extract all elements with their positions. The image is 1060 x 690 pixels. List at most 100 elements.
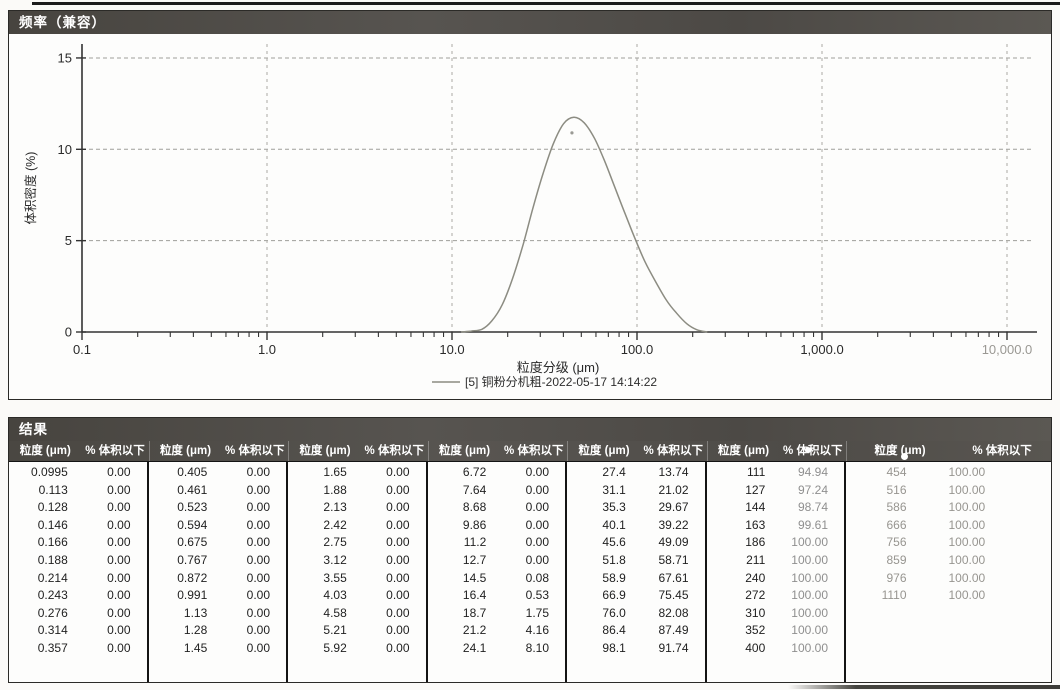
size-value: 0.461	[177, 482, 208, 497]
scan-artifact-bottom-line	[788, 685, 1060, 689]
size-value: 0.166	[37, 535, 68, 550]
table-column-group: 454 100.00 516 100.00 586 100.00 666 100.00 756 1…	[846, 462, 1051, 682]
pct-under-value: 0.00	[107, 570, 131, 585]
pct-under-value: 0.00	[107, 517, 131, 532]
table-row: 0.243 0.00	[9, 587, 147, 605]
pct-under-value: 29.67	[658, 500, 689, 515]
table-row: 21.2 4.16	[428, 622, 566, 640]
pct-under-value: 4.16	[525, 623, 549, 638]
pct-under-value: 0.00	[525, 517, 549, 532]
size-value: 14.5	[462, 570, 487, 585]
table-row: 51.8 58.71	[567, 552, 705, 570]
table-row: 1.45 0.00	[149, 640, 287, 658]
size-value: 31.1	[602, 482, 626, 497]
table-row: 3.55 0.00	[288, 570, 426, 588]
x-tick-label: 10,000.0	[982, 342, 1033, 357]
col-header-size: 粒度 (μm)	[717, 445, 770, 457]
pct-under-value: 0.00	[386, 640, 410, 655]
pct-under-value: 0.53	[525, 588, 549, 603]
table-column-group: 0.0995 0.00 0.113 0.00 0.128 0.00 0.146 0.00 0.1…	[9, 462, 149, 682]
size-value: 666	[886, 517, 907, 532]
size-value: 0.767	[177, 552, 208, 567]
pct-under-value: 99.61	[797, 517, 828, 532]
pct-under-value: 100.00	[948, 535, 986, 550]
pct-under-value: 0.00	[386, 570, 410, 585]
pct-under-value: 0.00	[246, 588, 270, 603]
pct-under-value: 100.00	[948, 500, 986, 515]
size-value: 0.128	[37, 500, 68, 515]
table-row: 111 94.94	[707, 464, 845, 482]
pct-under-value: 0.00	[246, 623, 270, 638]
table-row: 0.675 0.00	[149, 534, 287, 552]
pct-under-value: 0.00	[107, 482, 131, 497]
col-header-size: 粒度 (μm)	[438, 445, 491, 457]
size-value: 1.45	[183, 640, 208, 655]
table-row: 0.0995 0.00	[9, 464, 147, 482]
pct-under-value: 82.08	[658, 605, 689, 620]
size-value: 144	[745, 500, 766, 515]
size-value: 0.188	[37, 552, 68, 567]
table-row: 859 100.00	[846, 552, 1051, 570]
pct-under-value: 94.94	[797, 465, 828, 479]
size-value: 186	[745, 535, 766, 550]
pct-under-value: 0.00	[246, 482, 270, 497]
header-group: 粒度 (μm) % 体积以下	[427, 441, 568, 461]
frequency-chart-panel: 频率（兼容） 0 5 10 15 0.1 1.0 10.0 100.0 1,000.0 10,00…	[8, 10, 1052, 400]
table-row: 516 100.00	[846, 482, 1051, 500]
table-row: 0.991 0.00	[149, 587, 287, 605]
pct-under-value: 0.00	[525, 535, 549, 550]
table-row: 400 100.00	[707, 640, 845, 658]
size-value: 2.75	[323, 535, 347, 550]
size-value: 1110	[881, 588, 907, 603]
pct-under-value: 75.45	[658, 588, 689, 603]
pct-under-value: 100.00	[791, 570, 828, 585]
table-row: 0.128 0.00	[9, 499, 147, 517]
size-value: 0.276	[37, 605, 68, 620]
table-row: 310 100.00	[707, 605, 845, 623]
table-row: 8.68 0.00	[428, 499, 566, 517]
scan-speck	[570, 131, 574, 135]
size-value: 4.58	[323, 605, 347, 620]
col-header-pct-under: % 体积以下	[783, 445, 843, 457]
pct-under-value: 1.75	[525, 605, 549, 620]
table-row: 0.214 0.00	[9, 570, 147, 588]
x-tick-label: 1.0	[258, 342, 276, 357]
size-value: 35.3	[602, 500, 626, 515]
pct-under-value: 0.00	[386, 465, 410, 479]
pct-under-value: 0.00	[107, 588, 131, 603]
size-value: 1.28	[183, 623, 208, 638]
table-row: 1.28 0.00	[149, 622, 287, 640]
table-row: 756 100.00	[846, 534, 1051, 552]
scan-artifact-top-line	[32, 2, 1060, 5]
size-value: 0.991	[177, 588, 208, 603]
pct-under-value: 100.00	[791, 623, 828, 638]
pct-under-value: 0.00	[525, 465, 549, 479]
size-value: 272	[745, 588, 766, 603]
pct-under-value: 0.00	[107, 605, 131, 620]
pct-under-value: 100.00	[948, 482, 986, 497]
size-value: 127	[745, 482, 766, 497]
table-row: 9.86 0.00	[428, 517, 566, 535]
table-row: 58.9 67.61	[567, 570, 705, 588]
size-value: 756	[886, 535, 907, 550]
size-value: 0.314	[37, 623, 68, 638]
size-value: 40.1	[602, 517, 626, 532]
size-value: 4.03	[323, 588, 347, 603]
pct-under-value: 58.71	[658, 552, 689, 567]
table-row: 40.1 39.22	[567, 517, 705, 535]
table-row: 2.42 0.00	[288, 517, 426, 535]
pct-under-value: 0.00	[107, 623, 131, 638]
pct-under-value: 0.00	[386, 552, 410, 567]
table-row: 7.64 0.00	[428, 482, 566, 500]
pct-under-value: 0.00	[107, 552, 131, 567]
legend-label: [5] 铜粉分机粗-2022-05-17 14:14:22	[465, 374, 657, 389]
results-table-body: 0.0995 0.00 0.113 0.00 0.128 0.00 0.146 0.00 0.1…	[9, 462, 1051, 682]
size-value: 0.0995	[31, 465, 68, 479]
size-value: 163	[745, 517, 766, 532]
table-row: 98.1 91.74	[567, 640, 705, 658]
table-row: 5.92 0.00	[288, 640, 426, 658]
pct-under-value: 98.74	[797, 500, 828, 515]
size-value: 0.872	[177, 570, 208, 585]
y-tick-label: 5	[65, 233, 72, 248]
pct-under-value: 100.00	[791, 640, 828, 655]
